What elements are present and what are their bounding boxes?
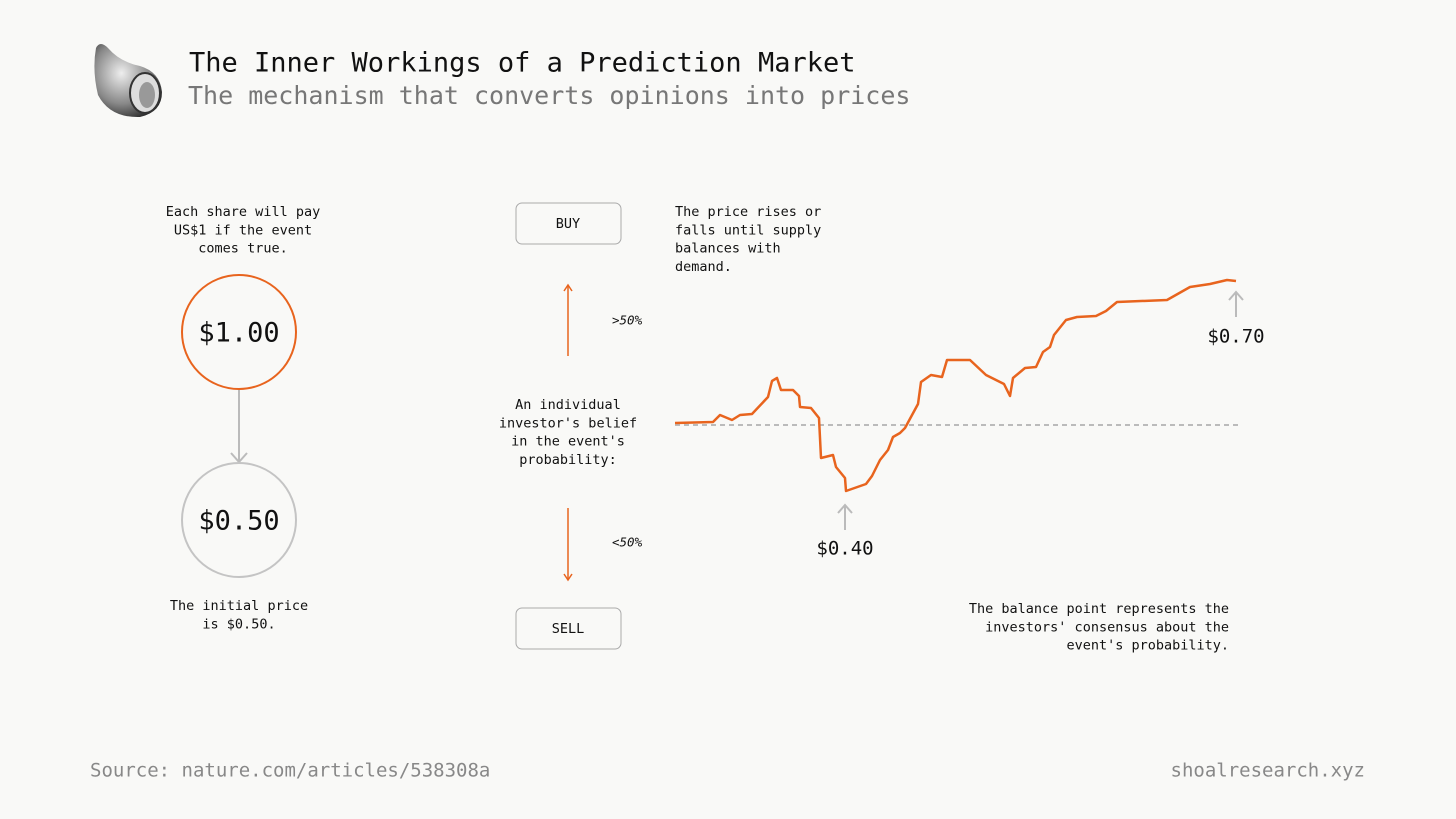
- note-line: balances with: [675, 241, 781, 257]
- note-line: probability:: [519, 452, 617, 468]
- note-line: in the event's: [511, 434, 625, 450]
- bottom-note: The initial price is $0.50.: [170, 598, 308, 632]
- note-line: event's probability.: [1066, 638, 1229, 654]
- title: The Inner Workings of a Prediction Marke…: [189, 48, 855, 79]
- above-label: >50%: [612, 313, 643, 328]
- note-line: falls until supply: [675, 222, 821, 238]
- arrow-head: [837, 503, 853, 514]
- buy-button: [515, 202, 622, 245]
- note-line: investors' consensus about the: [985, 619, 1229, 635]
- belief-note: An individual investor's belief in the eve…: [499, 397, 637, 468]
- payout-circle: [181, 274, 297, 390]
- note-line: The initial price: [170, 598, 308, 614]
- payout-value: $1.00: [198, 318, 279, 349]
- initial-value: $0.50: [198, 506, 279, 537]
- bottom-note: The balance point represents the investor…: [969, 601, 1229, 654]
- source: Source: nature.com/articles/538308a: [90, 760, 490, 782]
- subtitle: The mechanism that converts opinions int…: [188, 81, 910, 110]
- note-line: comes true.: [198, 241, 287, 257]
- shell-icon: [94, 44, 162, 118]
- arrow-head: [563, 573, 573, 582]
- high-label: $0.70: [1207, 326, 1264, 348]
- site: shoalresearch.xyz: [1171, 760, 1365, 782]
- low-label: $0.40: [816, 538, 873, 560]
- note-line: Each share will pay: [166, 204, 320, 220]
- arrow-head: [1228, 290, 1244, 301]
- note-line: The balance point represents the: [969, 601, 1229, 617]
- initial-circle: [181, 462, 297, 578]
- sell-button: [515, 607, 622, 650]
- note-line: demand.: [675, 259, 732, 275]
- price-line: [674, 278, 1237, 493]
- top-note: Each share will pay US$1 if the event come…: [166, 204, 320, 257]
- note-line: US$1 if the event: [174, 222, 312, 238]
- buy-label: BUY: [556, 216, 580, 232]
- arrow-head: [563, 283, 573, 292]
- note-line: An individual: [515, 397, 621, 413]
- note-line: is $0.50.: [202, 616, 275, 632]
- below-label: <50%: [612, 535, 643, 550]
- top-note: The price rises or falls until supply bala…: [675, 204, 821, 275]
- note-line: The price rises or: [675, 204, 821, 220]
- note-line: investor's belief: [499, 415, 637, 431]
- sell-label: SELL: [552, 621, 585, 637]
